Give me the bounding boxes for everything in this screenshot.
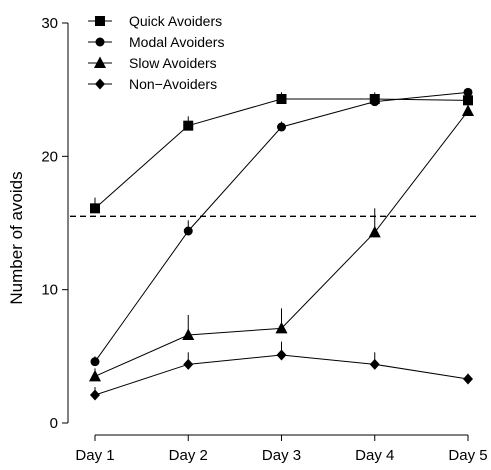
series-line (94, 354, 469, 396)
x-tick-label: Day 1 (75, 447, 114, 464)
x-tick-label: Day 2 (169, 447, 208, 464)
series-circle (90, 87, 473, 367)
legend-marker (95, 78, 105, 90)
data-point (277, 122, 286, 132)
x-axis: Day 1 Day 2 Day 3 Day 4 Day 5 (75, 434, 488, 464)
legend-label: Slow Avoiders (129, 55, 217, 71)
data-point (183, 120, 194, 131)
legend: Quick Avoiders Modal Avoiders Slow Avoider… (88, 13, 224, 92)
data-point (462, 104, 474, 116)
data-point (369, 358, 380, 370)
legend-label: Modal Avoiders (129, 34, 224, 50)
data-point (89, 369, 101, 382)
data-point (90, 389, 100, 401)
data-point (90, 357, 100, 367)
series-line (94, 98, 469, 209)
data-point (90, 203, 100, 214)
series-square (90, 92, 473, 214)
data-point (276, 349, 287, 361)
data-point (276, 94, 287, 104)
legend-marker (95, 37, 105, 47)
legend-marker (95, 16, 105, 26)
data-point (275, 321, 288, 334)
y-tick-label: 10 (41, 282, 58, 299)
series-line (94, 110, 469, 377)
series-layer (89, 87, 474, 401)
x-tick-label: Day 3 (262, 447, 301, 464)
data-point (183, 226, 193, 236)
data-point (183, 358, 194, 370)
data-point (182, 328, 195, 340)
y-axis: 0 10 20 30 (41, 15, 69, 432)
data-point (463, 87, 473, 97)
series-triangle (89, 100, 474, 382)
x-tick-label: Day 5 (448, 447, 487, 464)
data-point (463, 373, 473, 385)
legend-marker (94, 56, 106, 68)
y-tick-label: 0 (50, 415, 58, 432)
y-tick-label: 30 (41, 15, 58, 32)
data-point (368, 225, 381, 238)
y-tick-label: 20 (41, 148, 58, 165)
x-tick-label: Day 4 (355, 447, 394, 464)
data-point (370, 97, 380, 107)
series-diamond (90, 341, 473, 401)
y-axis-title: Number of avoids (7, 171, 26, 304)
legend-label: Quick Avoiders (129, 13, 222, 29)
legend-label: Non−Avoiders (129, 76, 217, 92)
